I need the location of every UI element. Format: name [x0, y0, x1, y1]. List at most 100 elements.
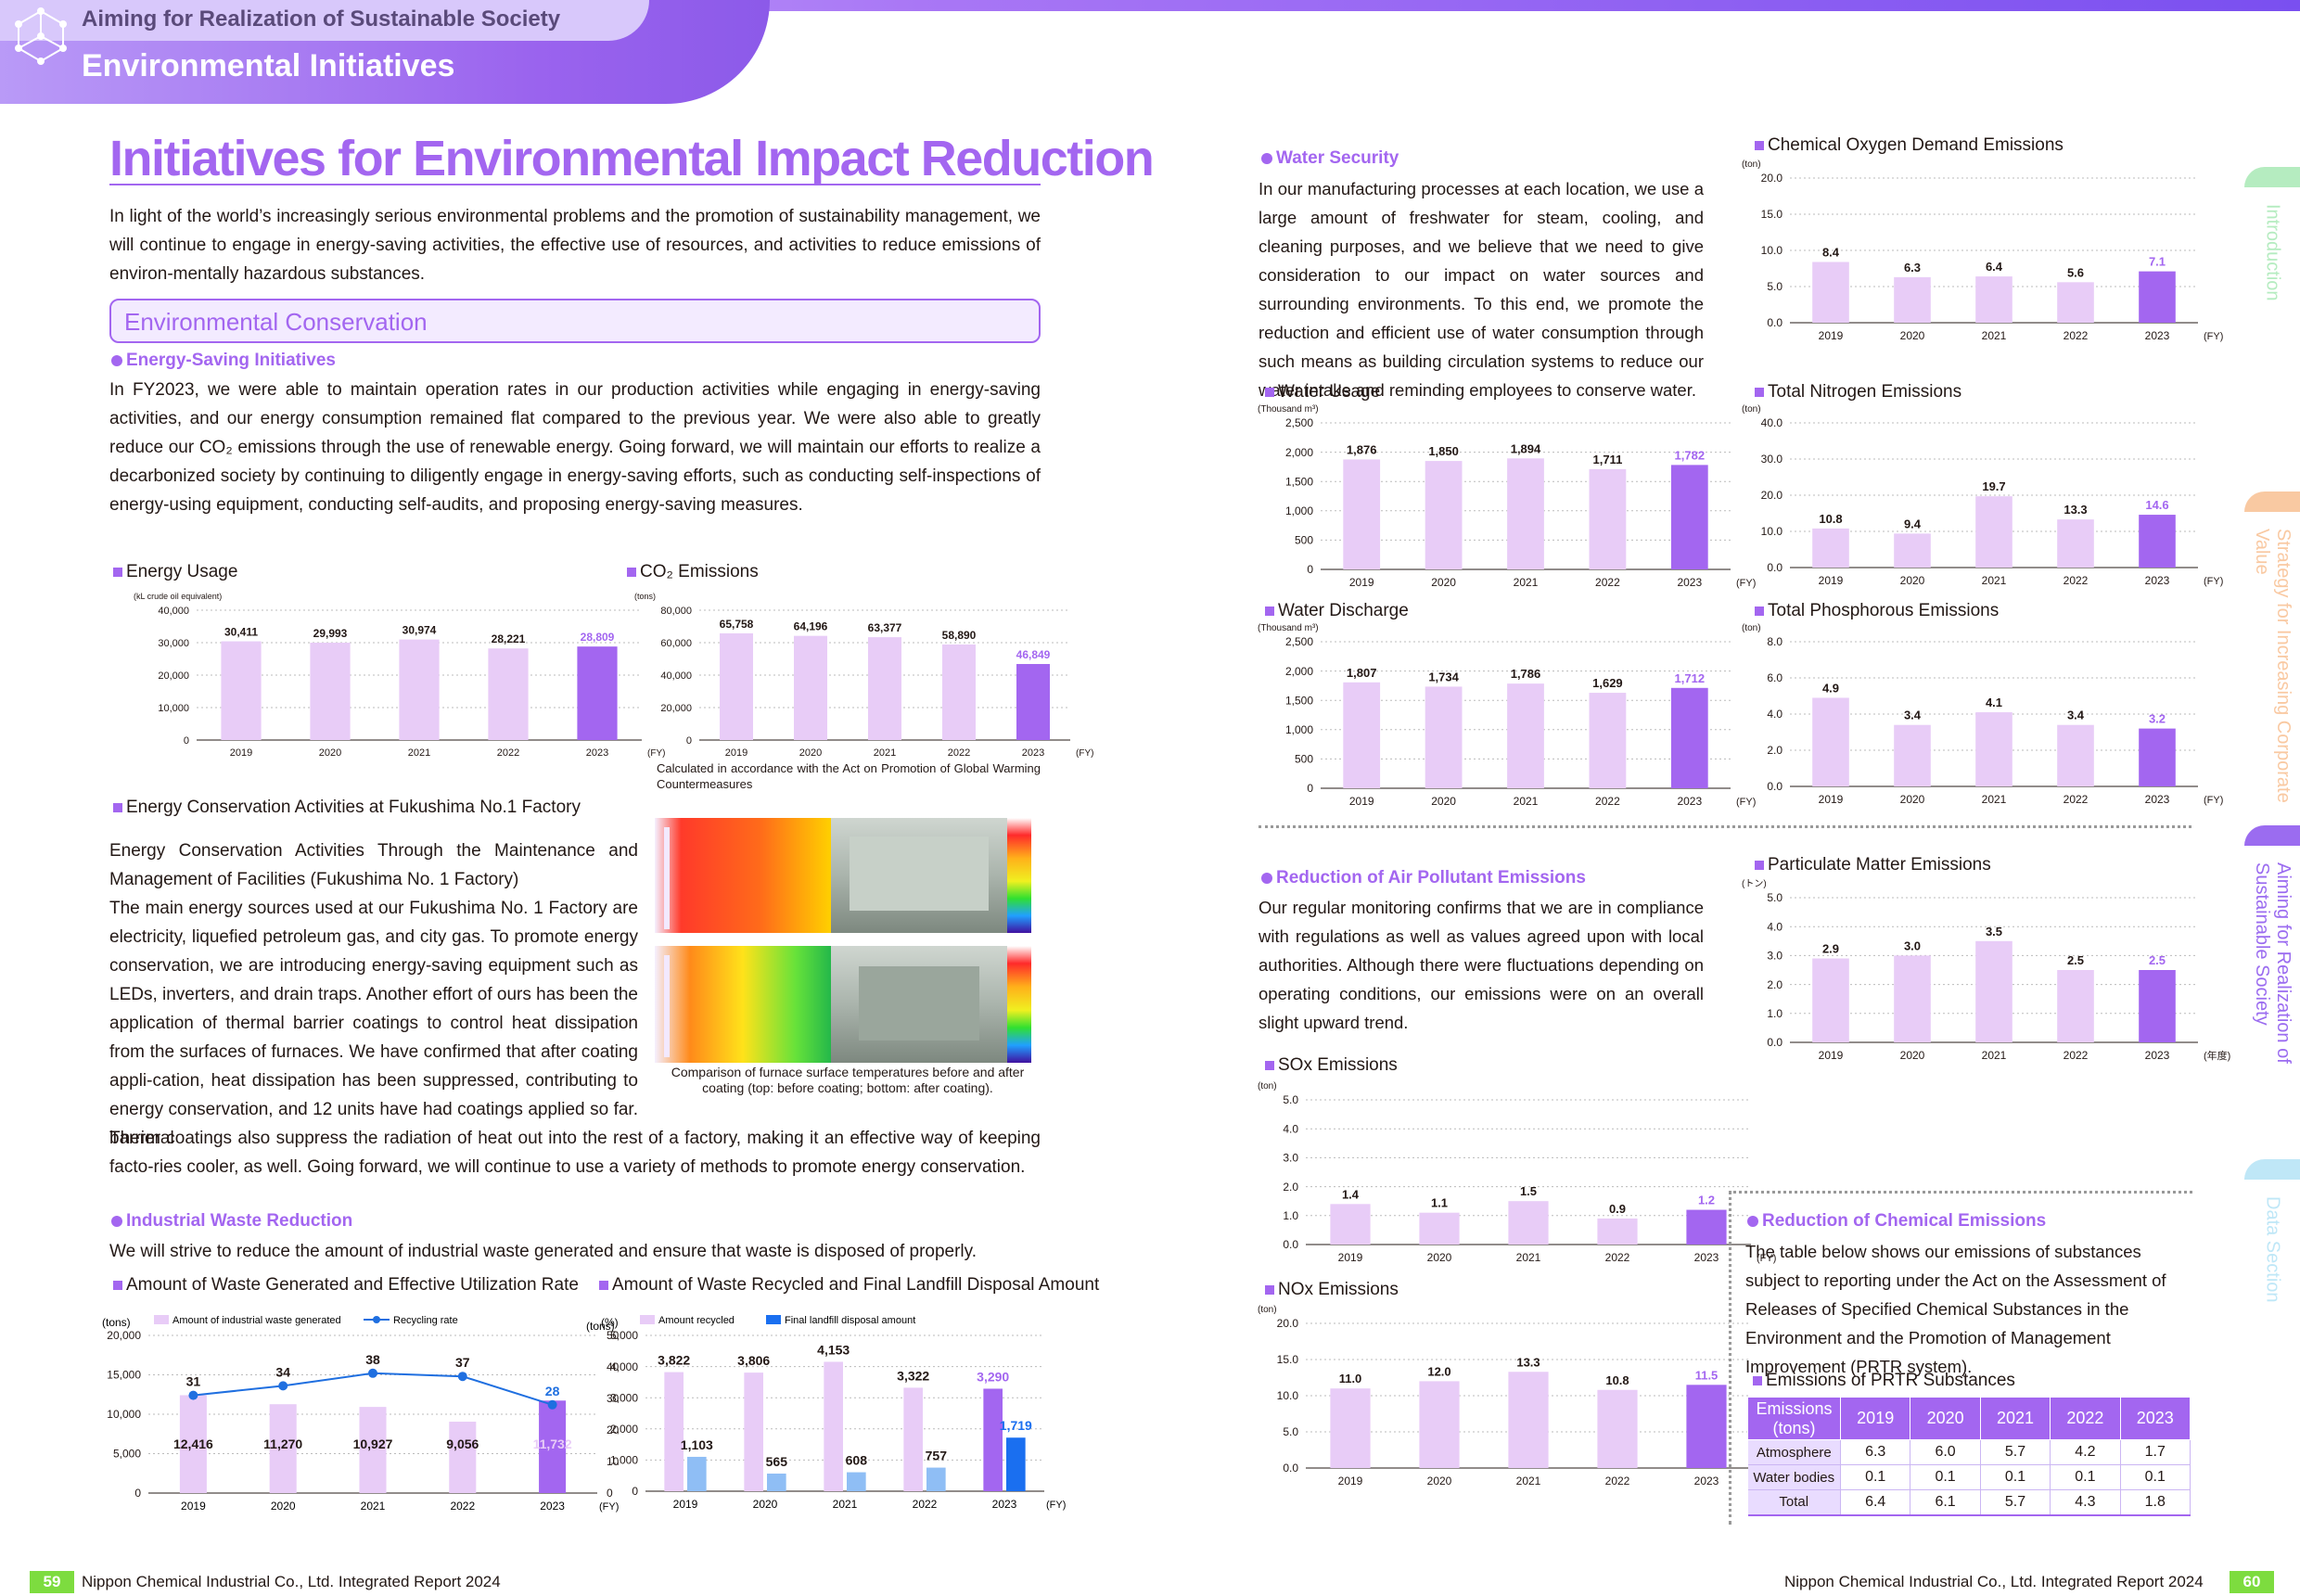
x-tick-label: 2019: [230, 747, 252, 759]
y-tick-label: 0.0: [1767, 1036, 1782, 1049]
y-tick-label: 5,000: [610, 1329, 638, 1342]
data-label: 5.6: [2067, 265, 2084, 279]
legend-label: Recycling rate: [393, 1315, 458, 1326]
data-label: 1,712: [1675, 671, 1706, 685]
side-tab-data[interactable]: Data Section: [2244, 1159, 2300, 1317]
x-tick-label: 2023: [2145, 329, 2170, 342]
sox-chart: (ton) 0.0 1.0 2.0 3.0 4.0 5.0 1.4 2019 1.1 2020 1.5…: [1254, 1079, 1797, 1269]
co2-emissions-title: CO₂ Emissions: [627, 562, 759, 582]
x-tick-label: 2023: [586, 747, 608, 759]
bar: [1425, 686, 1463, 788]
side-tab-introduction[interactable]: Introduction: [2244, 167, 2300, 362]
x-axis-suffix: (FY): [1046, 1500, 1066, 1511]
x-tick-label: 2022: [2064, 1049, 2089, 1062]
chart-title: Amount of Waste Recycled and Final Landf…: [612, 1275, 1100, 1295]
page-number-right: 60: [2230, 1571, 2274, 1593]
x-tick-label: 2020: [1431, 576, 1456, 589]
x-tick-label: 2019: [1338, 1251, 1363, 1264]
square-marker: [113, 1280, 122, 1290]
data-label: 3,806: [737, 1353, 770, 1368]
bar-recycled: [983, 1388, 1003, 1491]
intro-text: In light of the world’s increasingly ser…: [109, 207, 1041, 284]
y-tick-label: 2,000: [1285, 446, 1313, 459]
y-tick-label: 2,500: [1285, 635, 1313, 648]
data-label: 11.5: [1695, 1368, 1719, 1382]
page-number-left: 59: [30, 1571, 74, 1593]
data-label: 63,377: [868, 621, 902, 634]
bar: [1894, 955, 1931, 1042]
side-tab-sustainable[interactable]: Aiming for Realization of Sustainable So…: [2244, 825, 2300, 1150]
data-label: 30,974: [402, 624, 437, 637]
square-marker: [1755, 606, 1764, 616]
waste-generated-title: Amount of Waste Generated and Effective …: [113, 1275, 579, 1296]
data-label: 28,221: [492, 632, 526, 645]
data-label: 0.9: [1609, 1202, 1626, 1216]
bar: [794, 635, 827, 740]
y-tick-label: 10.0: [1761, 525, 1783, 538]
heading-label: Industrial Waste Reduction: [126, 1211, 353, 1231]
x-axis-suffix: (FY): [1736, 797, 1756, 808]
y-tick-label: 5.0: [1283, 1425, 1298, 1438]
y-tick-label: 8.0: [1767, 635, 1782, 648]
x-tick-label: 2020: [753, 1498, 778, 1511]
heading-label: Reduction of Air Pollutant Emissions: [1276, 868, 1586, 887]
y-tick-label: 500: [1295, 534, 1313, 547]
chart-svg: (tons) 0 20,000 40,000 60,000 80,000 65,758 201…: [634, 592, 1093, 759]
chart-svg: (Thousand m³) 0 500 1,000 1,500 2,000 2,500 1,8…: [1258, 404, 1756, 589]
y-tick-label: 80,000: [660, 606, 692, 617]
bar: [539, 1400, 567, 1493]
data-label: 565: [766, 1454, 788, 1469]
y-tick-label: 2,000: [1285, 665, 1313, 678]
chart-title: Amount of Waste Generated and Effective …: [126, 1275, 579, 1295]
table-cell: 4.2: [2050, 1439, 2121, 1465]
y-tick-label: 500: [1295, 753, 1313, 766]
table-cell: 4.3: [2050, 1489, 2121, 1516]
legend-swatch: [640, 1315, 655, 1324]
y-tick-label: 0: [134, 1487, 141, 1500]
legend-swatch: [154, 1315, 169, 1324]
chart-svg: (tons) (%)Amount of industrial waste gene…: [102, 1315, 620, 1513]
y-tick-label: 1.0: [1283, 1209, 1298, 1222]
rate-point: [547, 1399, 557, 1410]
x-axis-suffix: (年度): [2204, 1049, 2230, 1062]
bullet-dot: [1261, 872, 1272, 884]
pm-chart: (トン) 0.0 1.0 2.0 3.0 4.0 5.0 2.9 2019 3.0 2020 3.5 2…: [1738, 877, 2244, 1066]
x-tick-label: 2022: [2064, 574, 2089, 587]
x-tick-label: 2023: [2145, 793, 2170, 806]
square-marker: [113, 567, 122, 577]
prtr-table: Emissions (tons) 2019 2020 2021 2022 202…: [1747, 1397, 2191, 1516]
bullet-dot: [111, 1215, 122, 1227]
water-usage-title: Water Usage: [1265, 382, 1380, 402]
nox-title: NOx Emissions: [1265, 1280, 1399, 1300]
bar: [1812, 958, 1849, 1042]
water-discharge-title: Water Discharge: [1265, 601, 1409, 621]
bar: [1894, 533, 1931, 568]
header-subtitle: Aiming for Realization of Sustainable So…: [82, 6, 561, 32]
chart-svg: (kL crude oil equivalent) 0 10,000 20,000 30…: [134, 592, 665, 759]
square-marker: [113, 802, 122, 812]
air-pollutant-text: Our regular monitoring confirms that we …: [1259, 898, 1704, 1032]
header-title: Environmental Initiatives: [82, 48, 455, 83]
x-tick-label: 2022: [2064, 793, 2089, 806]
square-marker: [1755, 860, 1764, 870]
rate-label: 31: [186, 1374, 201, 1389]
bar: [2139, 515, 2176, 568]
x-tick-label: 2020: [799, 747, 822, 759]
data-label: 1,786: [1511, 667, 1541, 681]
table-header-row: Emissions (tons) 2019 2020 2021 2022 202…: [1747, 1397, 2191, 1440]
x-tick-label: 2021: [1516, 1475, 1541, 1487]
y-tick-label: 10.0: [1761, 244, 1783, 257]
bar: [1343, 682, 1381, 788]
x-tick-label: 2022: [1605, 1251, 1630, 1264]
data-label: 58,890: [942, 629, 977, 642]
bar: [1975, 940, 2012, 1042]
y-tick-label: 0.0: [1767, 561, 1782, 574]
y-tick-label: 15,000: [107, 1369, 141, 1382]
waste-generated-chart: (tons) (%) Amount of industrial waste gene…: [102, 1306, 634, 1517]
side-tab-strategy[interactable]: Strategy for Increasing Corporate Value: [2244, 492, 2300, 816]
bar: [179, 1395, 207, 1493]
data-label: 9,056: [446, 1436, 479, 1451]
table-cell: 0.1: [1840, 1464, 1911, 1490]
bar: [1343, 459, 1381, 569]
x-tick-label: 2022: [1605, 1475, 1630, 1487]
